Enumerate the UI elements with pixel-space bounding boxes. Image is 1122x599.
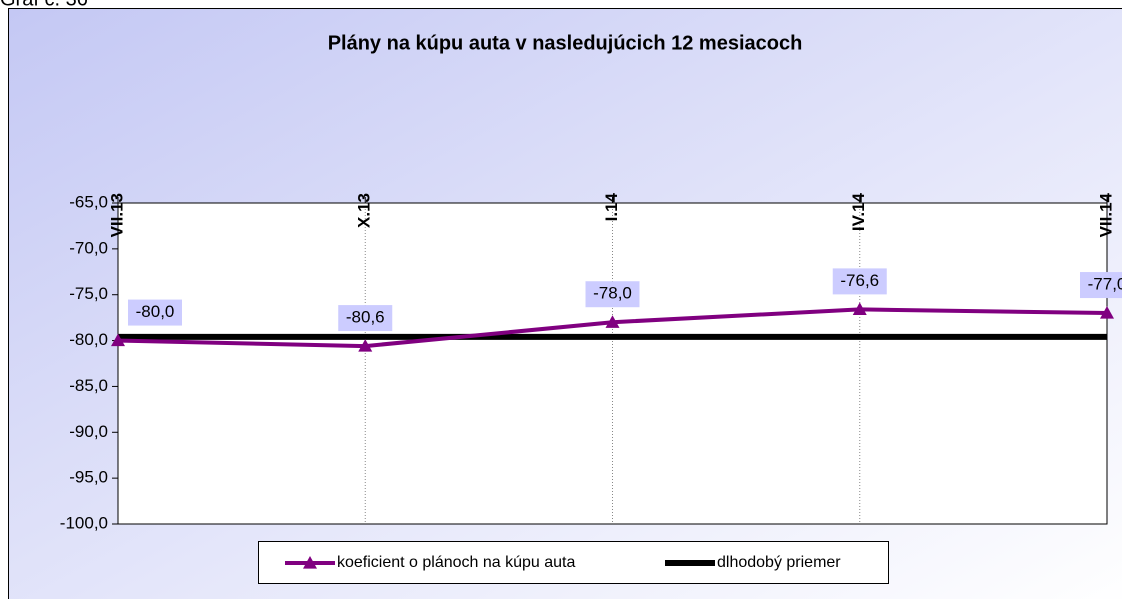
y-tick-label: -85,0 [69,376,108,395]
y-tick-label: -80,0 [69,330,108,349]
y-tick-label: -70,0 [69,238,108,257]
data-label-box [1080,272,1122,299]
marker [852,302,867,315]
chart-title: Plány na kúpu auta v nasledujúcich 12 me… [328,32,803,54]
data-label: -76,6 [840,271,879,290]
data-label: -77,0 [1088,275,1122,294]
data-label: -78,0 [593,284,632,303]
y-tick-label: -65,0 [69,192,108,211]
data-label-box [128,299,182,326]
x-tick-label: X.13 [355,193,374,228]
legend-marker [303,556,317,569]
x-tick-label: IV.14 [849,192,868,231]
y-tick-label: -90,0 [69,422,108,441]
y-tick-label: -95,0 [69,468,108,487]
legend [258,541,889,584]
legend-label: koeficient o plánoch na kúpu auta [337,554,576,571]
caption: Graf č. 36 [0,0,88,10]
data-label: -80,0 [136,302,175,321]
data-label-box [338,305,393,332]
marker [111,333,125,347]
y-tick-label: -75,0 [69,284,108,303]
marker [605,315,620,328]
data-label: -80,6 [346,308,385,327]
x-tick-label: VII.14 [1096,192,1115,237]
x-tick-label: I.14 [602,192,621,221]
data-label-box [832,268,887,295]
y-tick-label: -100,0 [60,513,108,532]
legend-label: dlhodobý priemer [717,554,841,571]
x-tick-label: VII.13 [107,193,126,237]
marker [1100,306,1114,319]
data-label-box [585,281,640,308]
marker [358,339,373,352]
